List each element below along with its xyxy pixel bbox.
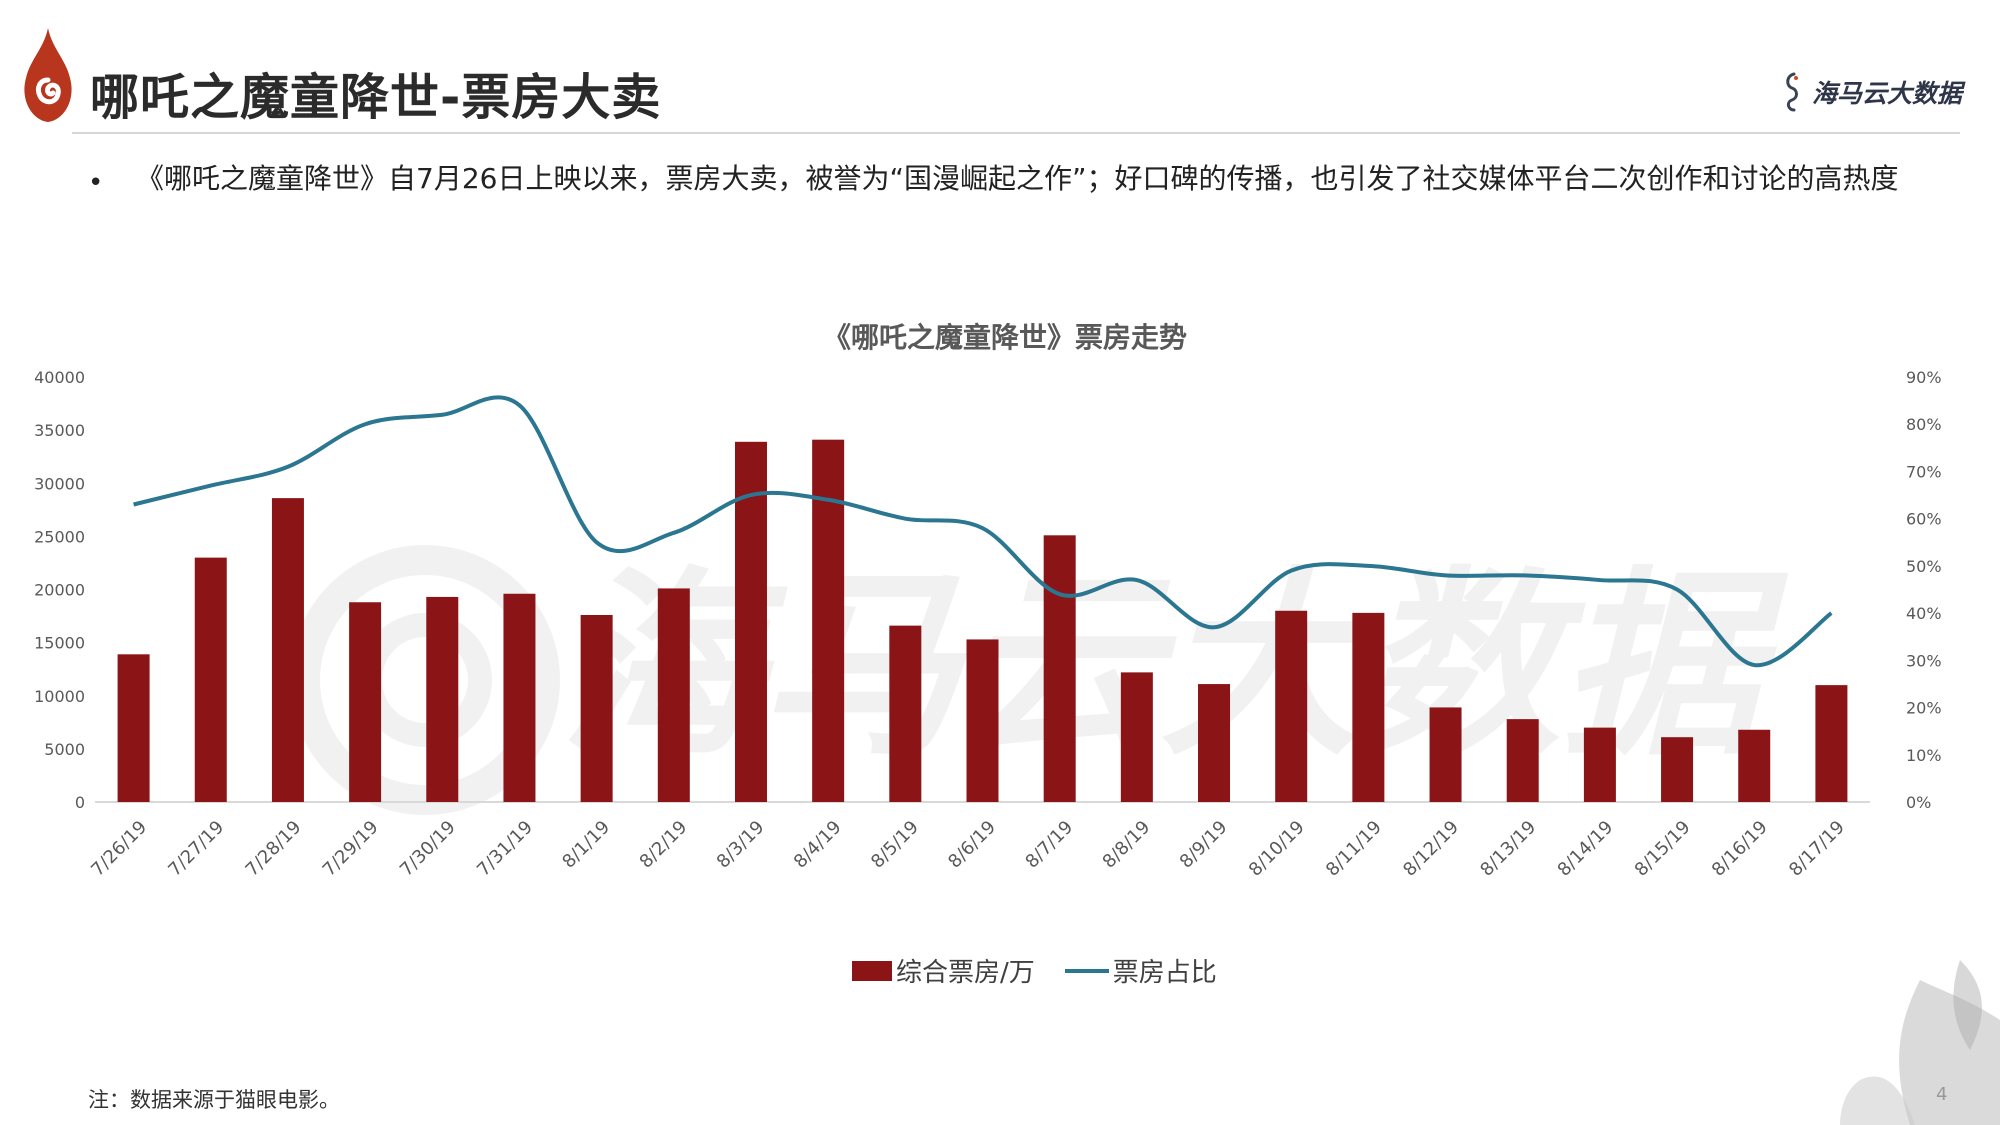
legend-label-box-office: 综合票房/万 (896, 958, 1035, 988)
bar (580, 615, 613, 802)
bar (734, 441, 767, 802)
y-right-tick-label: 20% (1906, 699, 1942, 718)
page-number: 4 (1936, 1084, 1948, 1105)
bar (1506, 719, 1539, 802)
legend-bar-swatch (852, 960, 892, 981)
bar (1738, 729, 1771, 802)
bar (1275, 610, 1308, 802)
brand-header: 海马云大数据 (1780, 70, 1962, 114)
legend-item-share: 票房占比 (1064, 952, 1217, 989)
x-tick-label: 8/11/19 (1322, 817, 1386, 881)
box-office-chart: 海马云大数据 0 5000 10000 15000 20000 25000 30000 350… (0, 300, 2000, 1020)
bar-series (117, 439, 1848, 802)
lotus-decoration-icon (1840, 960, 2000, 1125)
y-right-tick-label: 50% (1906, 557, 1942, 576)
bar (657, 588, 690, 802)
bar (1583, 727, 1616, 802)
bar (966, 639, 999, 802)
bar (812, 439, 845, 802)
y-right-tick-label: 0% (1906, 793, 1931, 812)
page-title: 哪吒之魔童降世-票房大卖 (90, 69, 662, 126)
x-tick-label: 8/8/19 (1099, 817, 1155, 873)
x-tick-label: 8/12/19 (1399, 817, 1463, 881)
y-right-tick-label: 40% (1906, 604, 1942, 623)
x-tick-label: 8/17/19 (1785, 817, 1849, 881)
x-tick-label: 7/28/19 (242, 817, 306, 881)
bar (889, 625, 922, 802)
x-tick-label: 8/2/19 (636, 817, 692, 873)
x-tick-label: 8/14/19 (1554, 817, 1618, 881)
bar (1661, 737, 1694, 802)
bar (1198, 684, 1231, 802)
bar (426, 596, 459, 802)
brand-name: 海马云大数据 (1811, 79, 1962, 108)
x-tick-label: 8/9/19 (1176, 817, 1232, 873)
x-tick-label: 7/26/19 (87, 817, 151, 881)
bar (1429, 707, 1462, 802)
chart-title: 《哪吒之魔童降世》票房走势 (822, 321, 1187, 354)
x-tick-label: 8/7/19 (1021, 817, 1077, 873)
y-left-tick-label: 10000 (34, 687, 85, 706)
x-tick-label: 8/3/19 (713, 817, 769, 873)
brand-seahorse-icon (1786, 72, 1798, 112)
x-tick-label: 7/29/19 (319, 817, 383, 881)
y-left-tick-label: 35000 (34, 421, 85, 440)
x-tick-label: 7/30/19 (396, 817, 460, 881)
bar (194, 557, 227, 802)
bar (1120, 672, 1153, 802)
x-tick-label: 8/15/19 (1631, 817, 1695, 881)
bar (1815, 685, 1848, 802)
y-left-tick-label: 20000 (34, 581, 85, 600)
y-left-tick-label: 15000 (34, 634, 85, 653)
chart-canvas: 海马云大数据 050001000015000200002500030000350… (34, 368, 1942, 881)
y-left-tick-label: 30000 (34, 474, 85, 493)
legend-line-swatch (1064, 968, 1109, 973)
legend-label-share: 票房占比 (1112, 958, 1217, 988)
bar (117, 654, 150, 802)
x-tick-label: 7/27/19 (164, 817, 228, 881)
y-left-tick-label: 25000 (34, 527, 85, 546)
title-divider (72, 132, 1960, 134)
y-right-tick-label: 80% (1906, 415, 1942, 434)
bar (1043, 535, 1076, 802)
footnote: 注：数据来源于猫眼电影。 (88, 1088, 340, 1112)
line-series (133, 395, 1833, 668)
y-right-tick-label: 30% (1906, 651, 1942, 670)
brand-flame-logo-icon (24, 28, 72, 122)
bar (349, 602, 382, 802)
x-tick-label: 8/4/19 (790, 817, 846, 873)
bar (1352, 612, 1385, 802)
y-right-tick-label: 70% (1906, 462, 1942, 481)
y-left-tick-label: 0 (75, 793, 85, 812)
x-axis-labels: 7/26/19 7/27/19 7/28/19 7/29/19 7/30/19 7/31/… (87, 817, 1849, 881)
x-tick-label: 8/6/19 (944, 817, 1000, 873)
y-right-tick-label: 10% (1906, 746, 1942, 765)
x-tick-label: 8/10/19 (1245, 817, 1309, 881)
y-left-tick-label: 40000 (34, 368, 85, 387)
bar (503, 593, 536, 802)
bullet-text: 《哪吒之魔童降世》自7月26日上映以来，票房大卖，被誉为“国漫崛起之作”；好口碑… (136, 162, 1899, 195)
bullet-marker: • (88, 168, 104, 198)
x-tick-label: 7/31/19 (473, 817, 537, 881)
bar (271, 498, 304, 802)
y-left-tick-label: 5000 (44, 740, 85, 759)
x-tick-label: 8/1/19 (558, 817, 614, 873)
x-tick-label: 8/16/19 (1708, 817, 1772, 881)
chart-legend: 综合票房/万 票房占比 (852, 952, 1217, 989)
y-right-tick-label: 90% (1906, 368, 1942, 387)
x-tick-label: 8/5/19 (867, 817, 923, 873)
x-tick-label: 8/13/19 (1476, 817, 1540, 881)
y-right-tick-label: 60% (1906, 510, 1942, 529)
legend-item-box-office: 综合票房/万 (852, 952, 1035, 989)
share-line (133, 395, 1833, 668)
